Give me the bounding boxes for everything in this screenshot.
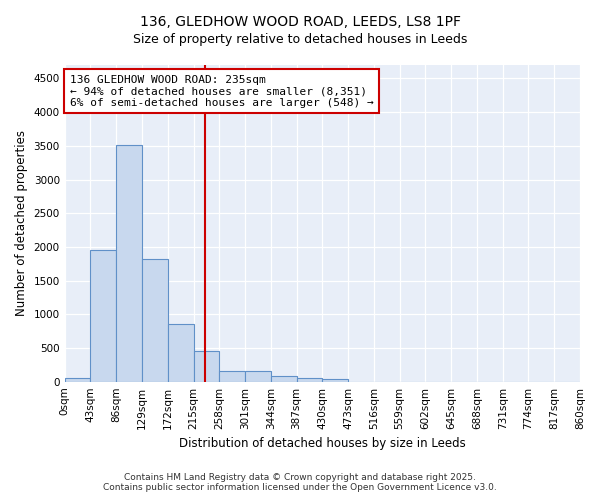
X-axis label: Distribution of detached houses by size in Leeds: Distribution of detached houses by size … (179, 437, 466, 450)
Bar (116, 144, 142, 382)
Bar (91, 250, 116, 382)
Text: 136, GLEDHOW WOOD ROAD, LEEDS, LS8 1PF: 136, GLEDHOW WOOD ROAD, LEEDS, LS8 1PF (139, 15, 461, 29)
Y-axis label: Number of detached properties: Number of detached properties (15, 130, 28, 316)
Bar (65, 378, 91, 382)
Bar (245, 371, 271, 382)
Bar (271, 376, 296, 382)
Bar (322, 378, 348, 382)
Text: Size of property relative to detached houses in Leeds: Size of property relative to detached ho… (133, 32, 467, 46)
Bar (193, 352, 219, 382)
Bar (168, 324, 193, 382)
Text: 136 GLEDHOW WOOD ROAD: 235sqm
← 94% of detached houses are smaller (8,351)
6% of: 136 GLEDHOW WOOD ROAD: 235sqm ← 94% of d… (70, 74, 374, 108)
Text: Contains HM Land Registry data © Crown copyright and database right 2025.
Contai: Contains HM Land Registry data © Crown c… (103, 473, 497, 492)
Bar (219, 371, 245, 382)
Bar (296, 378, 322, 382)
Bar (142, 259, 168, 382)
